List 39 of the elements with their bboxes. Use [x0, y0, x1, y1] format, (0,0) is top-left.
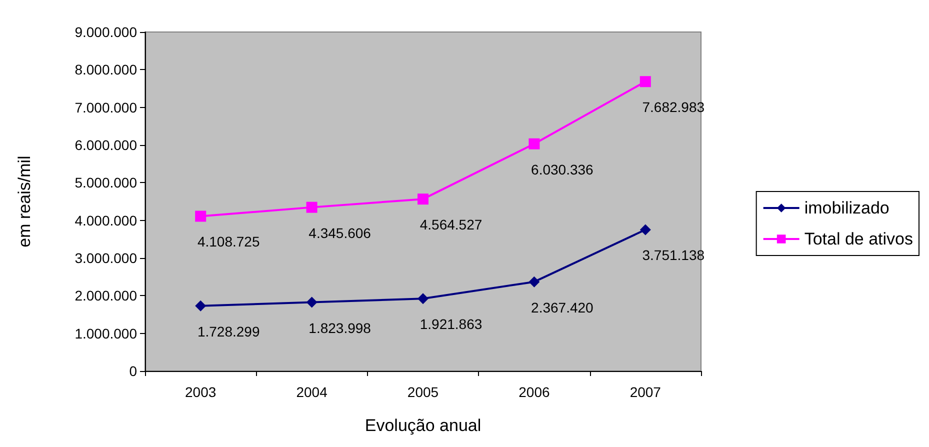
x-tick-label: 2004	[296, 384, 328, 400]
data-label: 4.345.606	[308, 224, 372, 241]
x-tick-label: 2007	[630, 384, 662, 400]
point	[195, 210, 206, 222]
y-tick-label: 5.000.000	[74, 174, 138, 191]
y-tick-label: 7.000.000	[74, 99, 138, 116]
data-label: 1.728.299	[197, 323, 260, 340]
point	[640, 76, 651, 88]
data-label: 4.108.725	[197, 234, 260, 250]
x-axis-title: Evolução anual	[364, 416, 482, 435]
data-label: 1.823.998	[308, 320, 372, 336]
y-tick-label: 6.000.000	[74, 137, 138, 153]
point	[418, 194, 428, 205]
y-axis-title: em reais/mil	[15, 156, 34, 248]
y-tick-label: 8.000.000	[74, 62, 138, 78]
point	[306, 202, 318, 213]
x-tick-label: 2005	[407, 384, 439, 400]
x-tick-label: 2006	[518, 384, 550, 400]
y-tick-label: 3.000.000	[74, 250, 138, 266]
y-tick-label: 4.000.000	[74, 212, 138, 228]
y-tick-label: 9.000.000	[74, 24, 138, 40]
point	[418, 293, 428, 304]
data-label: 6.030.336	[531, 161, 594, 178]
legend-label: Total de ativos	[804, 230, 914, 248]
data-label: 4.564.527	[420, 216, 482, 233]
y-tick-label: 2.000.000	[74, 288, 138, 304]
point	[528, 138, 540, 150]
data-label: 7.682.983	[642, 99, 705, 116]
point	[306, 296, 318, 308]
point	[528, 276, 540, 288]
data-label: 1.921.863	[420, 316, 482, 332]
x-tick-label: 2003	[185, 384, 216, 400]
y-tick-label: 0	[129, 363, 138, 379]
data-label: 2.367.420	[531, 299, 594, 316]
point	[195, 300, 206, 312]
legend-label: imobilizado	[804, 198, 890, 218]
data-label: 3.751.138	[642, 247, 705, 264]
point	[640, 224, 651, 236]
y-tick-label: 1.000.000	[74, 325, 138, 342]
